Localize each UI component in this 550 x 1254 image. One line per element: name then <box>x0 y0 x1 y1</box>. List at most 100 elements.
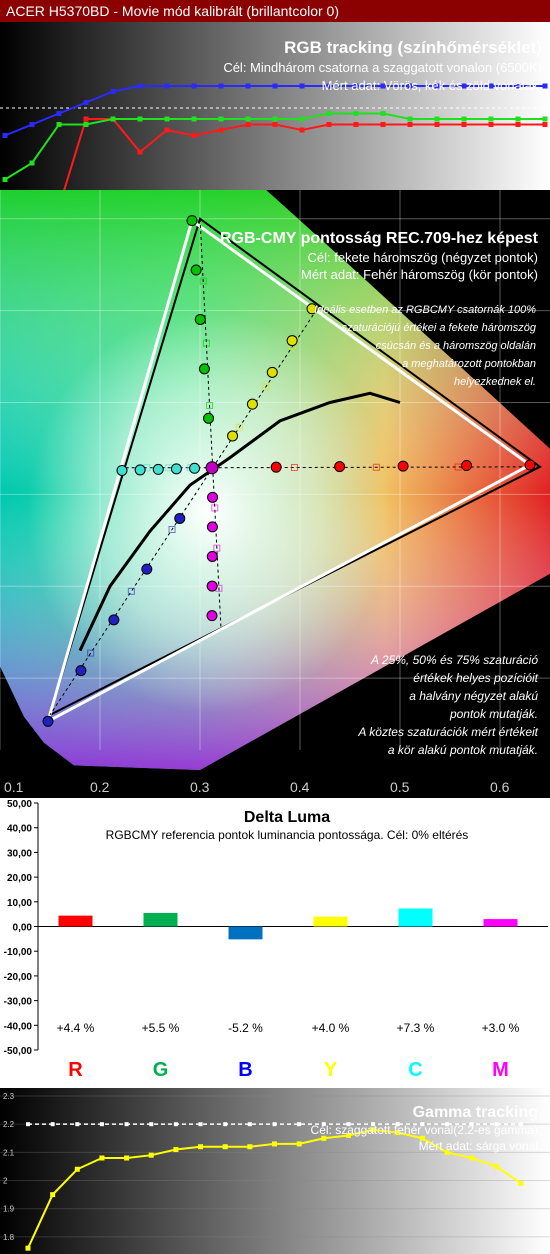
measured-point-R <box>397 460 409 472</box>
reference-point-M <box>211 504 219 512</box>
target-gamma-point <box>445 1122 450 1127</box>
data-point-Zöld <box>488 116 494 122</box>
bar-value-label: +4.0 % <box>312 1021 350 1035</box>
category-label: M <box>492 1059 509 1081</box>
measured-gamma-point <box>518 1180 524 1186</box>
measured-point-G <box>194 313 206 325</box>
note-line: a kör alakú pontok mutatják. <box>388 743 538 757</box>
gamma-panel: 2.3 2.2 2.1 2 1.9 1.8 Gamma tracking Cél: sza… <box>0 1088 550 1254</box>
delta-luma-title: Delta Luma <box>244 809 330 826</box>
y-tick-label: -30,00 <box>4 997 33 1008</box>
measured-point-M <box>206 580 218 592</box>
measured-point-R <box>334 461 346 473</box>
data-point-Vörös <box>488 122 494 127</box>
data-point-Kék <box>29 122 35 127</box>
data-point-Kék <box>56 111 62 116</box>
target-gamma-point <box>124 1122 129 1127</box>
data-point-Vörös <box>515 122 521 127</box>
target-gamma-point <box>149 1122 154 1127</box>
data-point-Vörös <box>137 149 143 155</box>
saturation-guide-R <box>212 466 541 469</box>
note-line: A köztes szaturációk mért értékeit <box>357 725 538 739</box>
note-line: a meghatározott pontokban <box>402 358 536 370</box>
note-line: pontok mutatják. <box>449 707 538 721</box>
data-point-Kék <box>407 83 413 89</box>
target-gamma-point <box>321 1122 326 1127</box>
data-point-Zöld <box>83 122 89 127</box>
delta-luma-chart: 50,00 40,00 30,00 20,00 10,00 0,00 -10,00 -20,0… <box>0 798 550 1088</box>
measured-point-C <box>152 463 164 475</box>
data-point-Kék <box>461 83 467 89</box>
data-point-Kék <box>245 83 251 89</box>
reference-point-Y <box>262 383 270 391</box>
measured-point-G <box>190 264 202 276</box>
measured-gamma-point <box>469 1155 475 1161</box>
x-tick-label: 0.5 <box>390 779 410 795</box>
measured-gamma-point <box>321 1135 327 1141</box>
data-point-Kék <box>326 83 332 89</box>
data-point-Zöld <box>299 116 305 122</box>
measured-gamma-point <box>148 1152 154 1158</box>
measured-point-Y <box>286 335 298 347</box>
data-point-Vörös <box>83 116 89 122</box>
measured-gamma-point <box>50 1192 56 1198</box>
data-point-Zöld <box>56 122 62 127</box>
measured-gamma-point <box>198 1144 204 1150</box>
category-label: B <box>238 1059 252 1081</box>
x-tick-label: 0.1 <box>4 779 24 795</box>
bar-Y <box>313 916 348 927</box>
measured-gamma-point <box>124 1155 130 1161</box>
target-gamma-point <box>50 1122 55 1127</box>
data-point-Kék <box>299 83 305 89</box>
measured-gamma-point <box>74 1166 80 1172</box>
cie-panel: 0.1 0.2 0.3 0.4 0.5 0.6 RGB-CMY pontosság REC… <box>0 190 550 798</box>
data-point-Zöld <box>137 116 143 122</box>
measured-gamma-point <box>247 1144 253 1150</box>
measured-point-M <box>206 610 218 622</box>
data-point-Kék <box>191 83 197 89</box>
target-gamma-point <box>173 1122 178 1127</box>
measured-gamma-point <box>296 1141 302 1147</box>
target-gamma-point <box>469 1122 474 1127</box>
bar-value-label: -5.2 % <box>228 1021 263 1035</box>
data-point-Zöld <box>434 116 440 122</box>
note-line: helyezkednek el. <box>454 376 536 388</box>
delta-luma-subtitle: RGBCMY referencia pontok luminancia pont… <box>106 828 469 842</box>
measured-point-R <box>461 460 473 472</box>
target-gamma-point <box>198 1122 203 1127</box>
reference-point-M <box>213 544 221 552</box>
target-gamma-point <box>395 1122 400 1127</box>
target-gamma-point <box>99 1122 104 1127</box>
measured-point-R <box>270 461 282 473</box>
data-point-Zöld <box>2 177 8 182</box>
reference-point-G <box>206 401 214 409</box>
cie-title: RGB-CMY pontosság REC.709-hez képest <box>220 230 539 247</box>
data-point-Zöld <box>218 116 224 122</box>
data-point-Zöld <box>110 116 116 122</box>
reference-point-B <box>87 649 95 657</box>
y-tick-label: -50,00 <box>4 1046 33 1057</box>
measured-gamma-point <box>370 1127 376 1133</box>
measured-gamma-point <box>25 1245 31 1251</box>
measured-gamma-point <box>419 1135 425 1141</box>
y-tick-label: 2.2 <box>3 1120 15 1129</box>
target-gamma-point <box>420 1122 425 1127</box>
data-point-Zöld <box>245 116 251 122</box>
gamma-goal: Cél: szaggatott fehér vonal(2.2-es gamma… <box>311 1123 538 1137</box>
measured-point-G <box>198 363 210 375</box>
data-point-Kék <box>218 83 224 89</box>
target-gamma-point <box>247 1122 252 1127</box>
x-tick-label: 0.2 <box>90 779 110 795</box>
measured-point-G <box>186 215 198 227</box>
y-tick-label: 0,00 <box>13 923 33 934</box>
gamma-measured: Mért adat: sárga vonal <box>419 1139 538 1153</box>
measured-point-B <box>174 512 186 524</box>
delta-luma-panel: 50,00 40,00 30,00 20,00 10,00 0,00 -10,00 -20,0… <box>0 798 550 1088</box>
data-point-Vörös <box>218 127 224 133</box>
measured-point-B <box>42 715 54 727</box>
measured-point-C <box>170 463 182 475</box>
data-point-Zöld <box>191 116 197 122</box>
y-tick-label: -20,00 <box>4 972 33 983</box>
data-point-Vörös <box>407 122 413 127</box>
data-point-Zöld <box>461 116 467 122</box>
